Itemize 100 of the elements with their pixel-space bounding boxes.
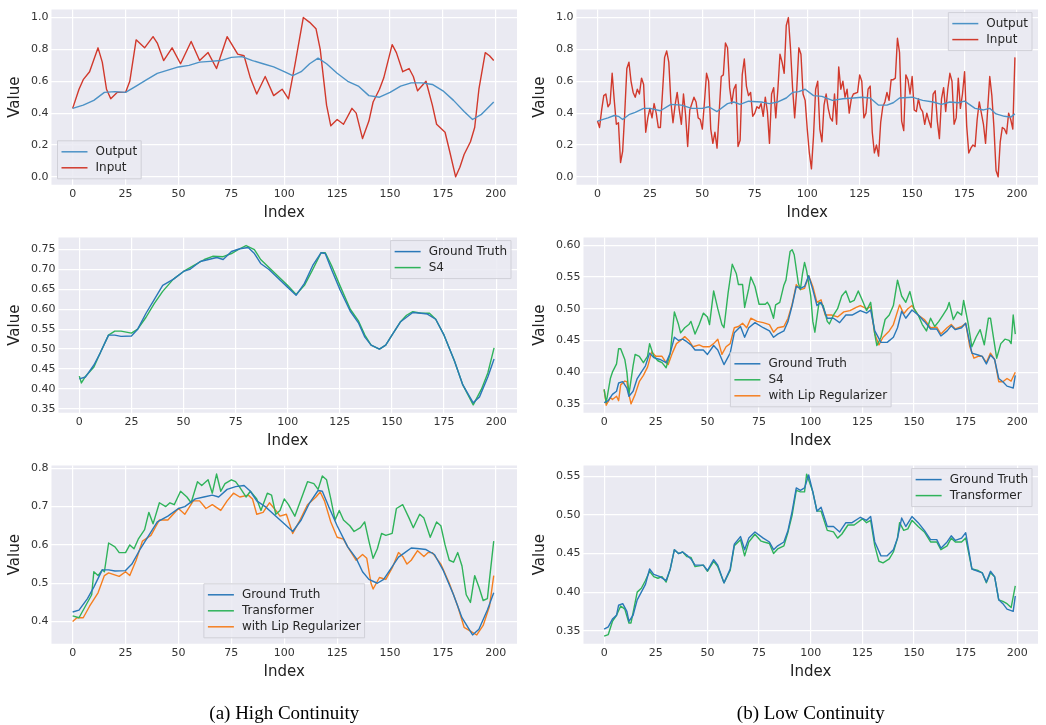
x-tick-label: 125 (851, 646, 873, 660)
x-tick-label: 25 (648, 415, 663, 429)
x-tick-label: 125 (851, 415, 873, 429)
y-tick-label: 0.65 (30, 282, 56, 296)
y-tick-label: 1.0 (555, 10, 574, 24)
y-tick-label: 0.50 (555, 301, 581, 315)
x-tick-label: 125 (849, 187, 871, 201)
y-tick-label: 0.6 (30, 74, 49, 88)
legend-label: Output (95, 143, 138, 158)
legend-label: Output (986, 15, 1029, 30)
y-tick-label: 0.55 (30, 322, 56, 336)
y-tick-label: 0.35 (555, 623, 581, 637)
y-axis-title: Value (4, 304, 23, 346)
x-tick-label: 100 (800, 646, 822, 660)
x-tick-label: 50 (171, 187, 186, 201)
legend-label: Input (986, 31, 1018, 46)
x-tick-label: 75 (224, 646, 239, 660)
y-tick-label: 0.50 (555, 507, 581, 521)
text: (b) Low Continuity (736, 702, 886, 724)
x-tick-label: 25 (648, 646, 663, 660)
x-tick-label: 125 (326, 646, 348, 660)
legend-label: Transformer (240, 602, 314, 617)
y-tick-label: 0.7 (30, 499, 49, 513)
y-tick-label: 1.0 (30, 10, 49, 24)
x-tick-label: 0 (593, 187, 601, 201)
x-tick-label: 0 (75, 415, 83, 429)
legend-label: Input (95, 159, 127, 174)
legend-label: Ground Truth (428, 243, 508, 258)
x-tick-label: 150 (901, 187, 923, 201)
x-tick-label: 200 (1006, 187, 1028, 201)
y-axis-title: Value (4, 534, 23, 576)
y-tick-label: 0.2 (555, 137, 574, 151)
y-tick-label: 0.75 (30, 242, 56, 256)
x-tick-label: 200 (485, 646, 507, 660)
legend-label: S4 (428, 259, 444, 274)
y-tick-label: 0.45 (555, 333, 581, 347)
y-tick-label: 0.8 (30, 461, 49, 475)
legend-label: Transformer (948, 487, 1022, 502)
x-axis-title: Index (263, 202, 306, 221)
x-tick-label: 200 (485, 187, 507, 201)
y-tick-label: 0.45 (555, 546, 581, 560)
x-tick-label: 100 (796, 187, 818, 201)
y-tick-label: 0.55 (555, 469, 581, 483)
x-tick-label: 75 (752, 646, 767, 660)
x-axis-title: Index (790, 430, 832, 449)
x-axis-title: Index (263, 661, 306, 680)
y-tick-label: 0.40 (555, 584, 581, 598)
y-tick-label: 0.6 (30, 537, 49, 551)
x-axis-title: Index (786, 202, 829, 221)
x-tick-label: 25 (118, 187, 133, 201)
y-axis-title: Value (529, 304, 548, 346)
x-tick-label: 200 (1006, 646, 1028, 660)
y-tick-label: 0.5 (30, 576, 49, 590)
x-tick-label: 150 (903, 415, 925, 429)
x-tick-label: 75 (228, 415, 243, 429)
y-tick-label: 0.4 (30, 614, 49, 628)
y-tick-label: 0.60 (555, 238, 581, 252)
x-tick-label: 50 (700, 415, 715, 429)
x-tick-label: 50 (695, 187, 710, 201)
x-tick-label: 150 (379, 646, 401, 660)
x-tick-label: 75 (747, 187, 762, 201)
x-tick-label: 150 (379, 187, 401, 201)
legend-label: with Lip Regularizer (768, 387, 888, 402)
x-tick-label: 150 (903, 646, 925, 660)
legend-label: with Lip Regularizer (241, 618, 361, 633)
x-tick-label: 0 (600, 646, 608, 660)
x-tick-label: 100 (277, 415, 299, 429)
x-axis-title: Index (267, 430, 309, 449)
x-tick-label: 100 (273, 646, 295, 660)
y-tick-label: 0.2 (30, 137, 49, 151)
x-tick-label: 175 (954, 187, 976, 201)
text: (a) High Continuity (209, 702, 360, 724)
x-tick-label: 175 (433, 415, 455, 429)
x-tick-label: 125 (329, 415, 351, 429)
x-tick-label: 175 (432, 187, 454, 201)
x-tick-label: 0 (600, 415, 608, 429)
y-tick-label: 0.70 (30, 262, 56, 276)
x-tick-label: 75 (224, 187, 239, 201)
y-tick-label: 0.0 (555, 169, 574, 183)
legend-label: Ground Truth (949, 471, 1029, 486)
x-tick-label: 0 (69, 646, 77, 660)
x-tick-label: 25 (118, 646, 133, 660)
y-axis-title: Value (4, 76, 23, 118)
x-tick-label: 25 (124, 415, 139, 429)
y-tick-label: 0.40 (30, 381, 56, 395)
y-tick-label: 0.50 (30, 341, 56, 355)
x-tick-label: 125 (326, 187, 348, 201)
y-tick-label: 0.0 (30, 169, 49, 183)
x-tick-label: 50 (171, 646, 186, 660)
y-tick-label: 0.35 (555, 396, 581, 410)
x-axis-title: Index (790, 661, 832, 680)
x-tick-label: 100 (800, 415, 822, 429)
x-tick-label: 0 (69, 187, 77, 201)
y-tick-label: 0.55 (555, 269, 581, 283)
x-tick-label: 200 (485, 415, 507, 429)
y-tick-label: 0.60 (30, 302, 56, 316)
x-tick-label: 50 (700, 646, 715, 660)
x-tick-label: 175 (432, 646, 454, 660)
y-axis-title: Value (529, 534, 548, 576)
x-tick-label: 50 (176, 415, 191, 429)
